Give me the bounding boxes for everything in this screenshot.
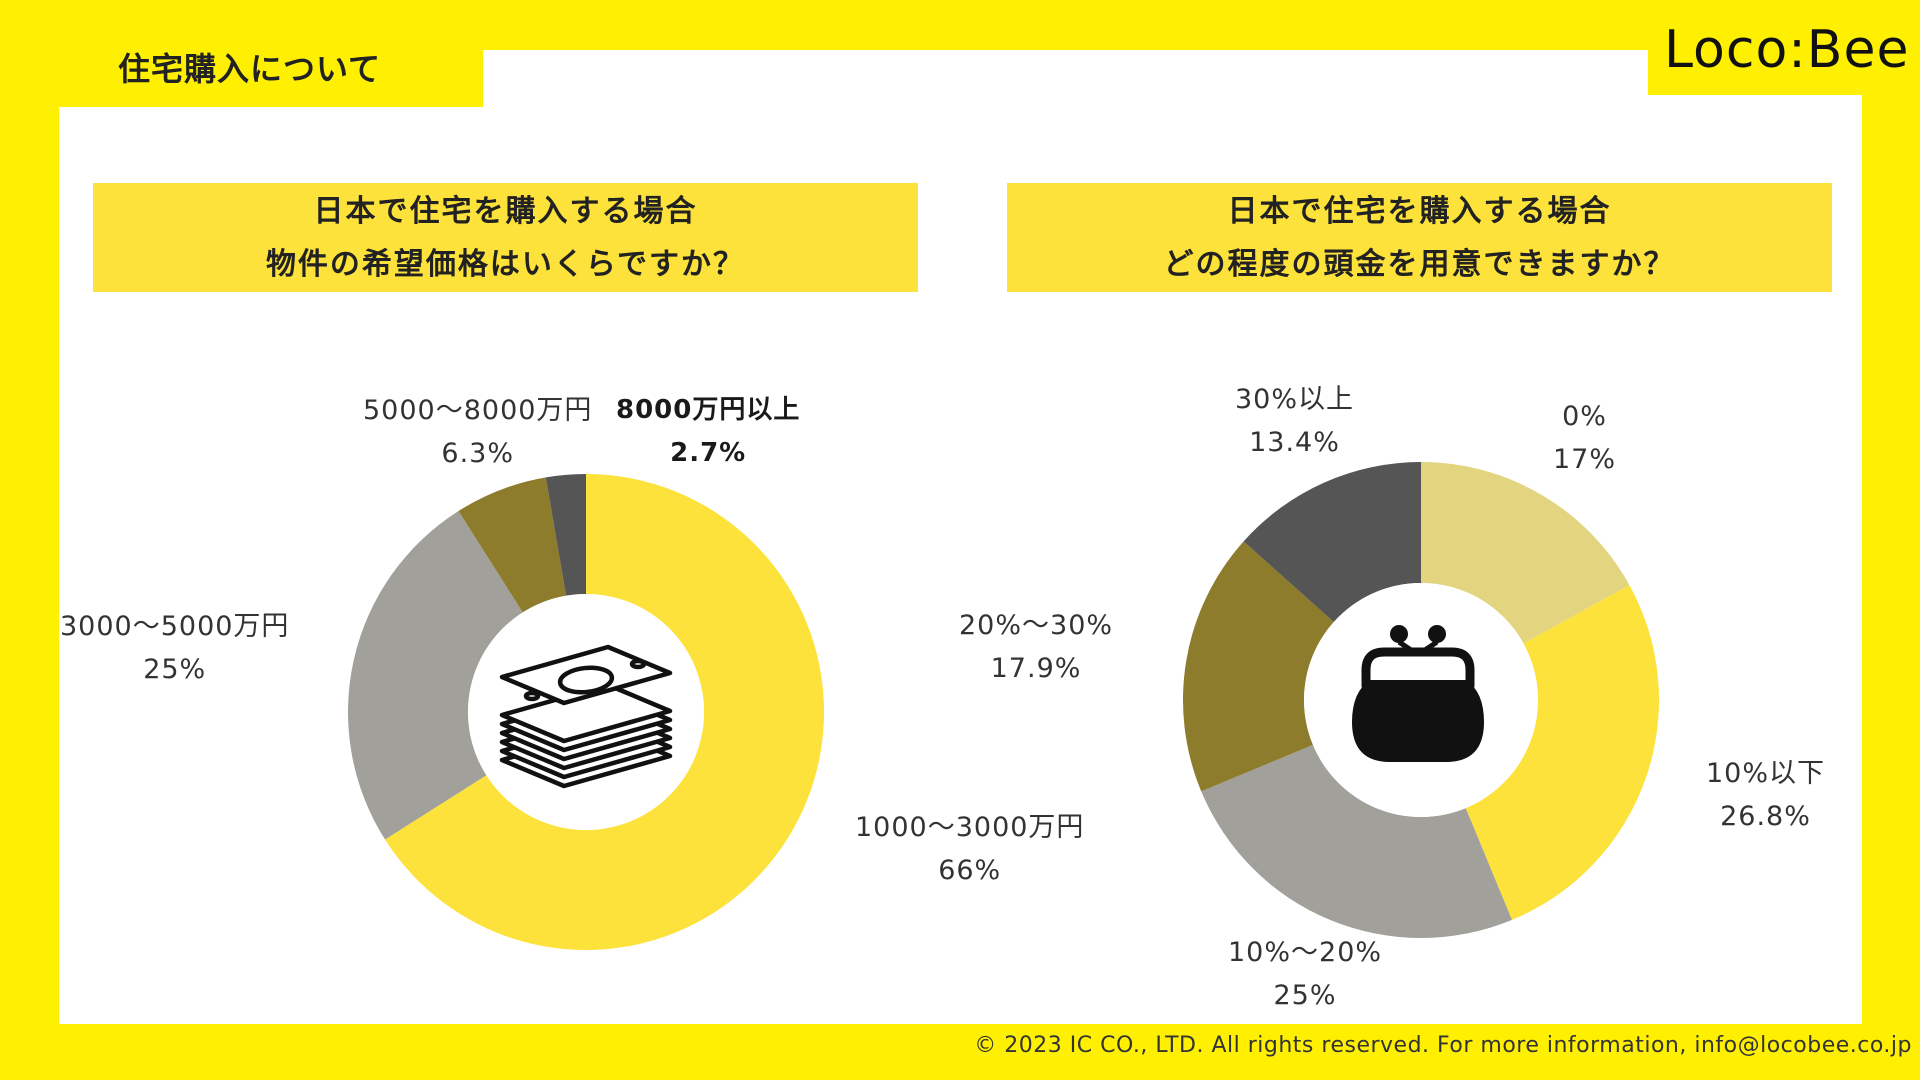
chart1-label-1000-3000: 1000〜3000万円 66%	[855, 806, 1084, 892]
value-label: 17.9%	[990, 653, 1082, 684]
donut-slice	[458, 477, 567, 613]
chart2-label-30-plus: 30%以上 13.4%	[1235, 378, 1354, 464]
category-label: 0%	[1562, 401, 1607, 432]
donut-slice	[1465, 585, 1659, 920]
value-label: 25%	[143, 654, 207, 685]
value-label: 66%	[938, 855, 1002, 886]
donut-slice	[1243, 462, 1421, 623]
category-label: 20%〜30%	[959, 610, 1114, 641]
value-label: 26.8%	[1720, 801, 1811, 832]
category-label: 8000万円以上	[616, 395, 801, 425]
category-label: 1000〜3000万円	[855, 812, 1085, 843]
chart1-label-8000-plus: 8000万円以上 2.7%	[616, 389, 800, 475]
category-label: 30%以上	[1235, 384, 1355, 415]
logo-box	[1648, 0, 1920, 95]
donut-slice	[348, 511, 523, 840]
value-label: 2.7%	[670, 438, 747, 468]
chart1-title-line2: 物件の希望価格はいくらですか？	[265, 246, 746, 282]
chart2-label-0: 0% 17%	[1553, 395, 1616, 481]
donut-slice	[1421, 462, 1630, 644]
page-title: 住宅購入について	[118, 50, 382, 88]
brand-logo: Loco:Bee	[1664, 20, 1910, 80]
chart2-title-box: 日本で住宅を購入する場合 どの程度の頭金を用意できますか？	[1007, 183, 1832, 292]
header-tab	[59, 0, 483, 107]
donut-slice	[1182, 541, 1334, 792]
donut-chart-downpayment	[1182, 462, 1659, 939]
value-label: 6.3%	[441, 438, 515, 469]
chart1-label-3000-5000: 3000〜5000万円 25%	[60, 605, 289, 691]
chart1-label-5000-8000: 5000〜8000万円 6.3%	[363, 389, 592, 475]
category-label: 3000〜5000万円	[60, 611, 290, 642]
value-label: 17%	[1553, 444, 1617, 475]
money-stack-icon	[499, 644, 673, 789]
category-label: 10%以下	[1706, 758, 1826, 789]
category-label: 10%〜20%	[1228, 937, 1383, 968]
donut-slice	[1201, 744, 1512, 939]
value-label: 13.4%	[1249, 427, 1340, 458]
chart2-label-under10: 10%以下 26.8%	[1706, 752, 1825, 838]
chart2-label-20-30: 20%〜30% 17.9%	[959, 604, 1113, 690]
value-label: 25%	[1273, 980, 1337, 1011]
chart2-label-10-20: 10%〜20% 25%	[1228, 931, 1382, 1017]
donut-slice	[385, 474, 824, 950]
chart2-title-line2: どの程度の頭金を用意できますか？	[1163, 246, 1676, 282]
chart1-title-box: 日本で住宅を購入する場合 物件の希望価格はいくらですか？	[93, 183, 918, 292]
coin-purse-icon	[1352, 625, 1484, 762]
chart1-title-line1: 日本で住宅を購入する場合	[313, 193, 698, 229]
category-label: 5000〜8000万円	[363, 395, 593, 426]
chart2-title-line1: 日本で住宅を購入する場合	[1227, 193, 1612, 229]
footer-copyright: © 2023 IC CO., LTD. All rights reserved.…	[974, 1033, 1912, 1058]
donut-slice	[545, 474, 586, 596]
